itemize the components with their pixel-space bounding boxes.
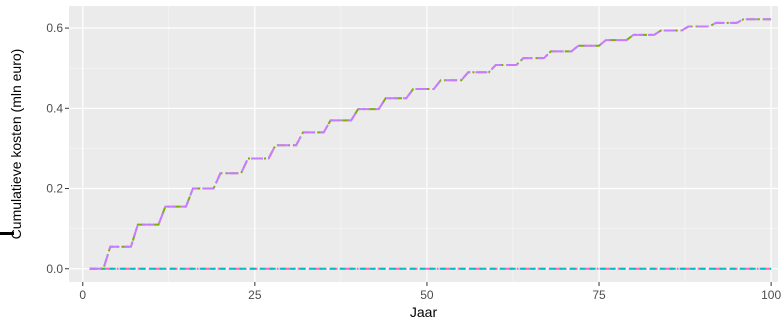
y-tick-label: 0.6 xyxy=(46,21,63,35)
y-axis-ticks: 0.0 0.2 0.4 0.6 xyxy=(46,21,69,276)
x-axis-ticks: 0 25 50 75 100 xyxy=(79,282,781,302)
x-axis-title: Jaar xyxy=(410,304,438,320)
left-edge-mark xyxy=(0,232,14,235)
y-axis-title: Cumulatieve kosten (mln euro) xyxy=(8,49,24,240)
series-layer xyxy=(89,18,772,270)
x-tick-label: 50 xyxy=(420,288,434,302)
minor-gridlines xyxy=(69,6,778,282)
x-tick-label: 100 xyxy=(761,288,781,302)
x-tick-label: 25 xyxy=(248,288,262,302)
y-tick-label: 0.2 xyxy=(46,182,63,196)
y-tick-label: 0.4 xyxy=(46,101,63,115)
y-tick-label: 0.0 xyxy=(46,262,63,276)
x-tick-label: 0 xyxy=(79,288,86,302)
plot-panel xyxy=(69,6,778,282)
x-tick-label: 75 xyxy=(592,288,606,302)
series-line-4 xyxy=(89,18,772,270)
